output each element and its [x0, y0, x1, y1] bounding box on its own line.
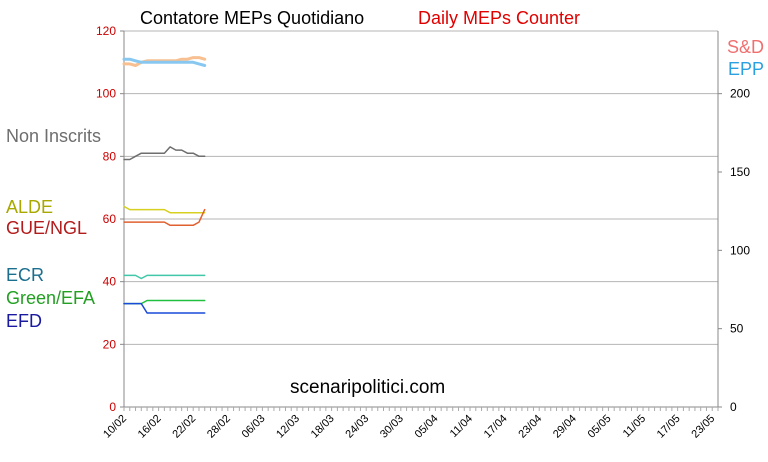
- party-label-non-inscrits: Non Inscrits: [6, 126, 101, 146]
- left-axis-ticks: 0 20 40 60 80 100 120: [96, 24, 116, 414]
- right-tick-label: 150: [730, 165, 750, 179]
- axes: [120, 30, 722, 411]
- right-tick-label: 200: [730, 87, 750, 101]
- party-label-epp: EPP: [728, 59, 764, 79]
- x-tick-label: 16/02: [136, 413, 164, 441]
- party-label-alde: ALDE: [6, 197, 53, 217]
- x-tick-label: 10/02: [101, 413, 129, 441]
- x-tick-label: 28/02: [205, 413, 233, 441]
- x-tick-label: 11/04: [448, 413, 475, 440]
- gridlines: [124, 30, 718, 345]
- x-tick-label: 05/04: [413, 413, 441, 441]
- party-label-s-d: S&D: [727, 37, 764, 57]
- series-line-gue-ngl: [123, 208, 206, 227]
- x-tick-label: 12/03: [274, 413, 302, 441]
- x-tick-label: 29/04: [551, 413, 579, 441]
- right-tick-label: 50: [730, 322, 744, 336]
- series-lines: [122, 56, 207, 314]
- left-tick-label: 60: [103, 212, 117, 226]
- x-tick-label: 23/04: [516, 413, 544, 441]
- right-tick-label: 100: [730, 243, 750, 257]
- left-tick-label: 40: [103, 275, 117, 289]
- x-tick-label: 06/03: [240, 413, 268, 441]
- chart-title-italian: Contatore MEPs Quotidiano: [140, 8, 364, 28]
- x-tick-label: 30/03: [378, 413, 406, 441]
- x-tick-label: 17/04: [482, 413, 510, 441]
- x-tick-label: 23/05: [689, 413, 717, 441]
- right-axis-ticks: 0 50 100 150 200: [730, 87, 750, 414]
- watermark: scenaripolitici.com: [290, 377, 445, 398]
- x-tick-label: 17/05: [655, 413, 683, 441]
- left-tick-label: 0: [109, 400, 116, 414]
- right-tick-label: 0: [730, 400, 737, 414]
- x-tick-label: 18/03: [309, 413, 337, 441]
- series-line-non-inscrits: [123, 146, 206, 161]
- left-tick-label: 20: [103, 337, 117, 351]
- left-tick-label: 120: [96, 24, 116, 38]
- series-line-ecr: [123, 274, 206, 280]
- x-tick-label: 22/02: [170, 413, 198, 441]
- party-label-green-efa: Green/EFA: [6, 288, 95, 308]
- x-tick-label: 24/03: [343, 413, 371, 441]
- x-axis-ticks: 10/02 16/02 22/02 28/02 06/03 12/03 18/03 24/03…: [101, 413, 717, 441]
- left-tick-label: 100: [96, 87, 116, 101]
- series-line-epp: [122, 57, 207, 67]
- x-tick-label: 05/05: [586, 413, 614, 441]
- x-tick-label: 11/05: [621, 413, 648, 440]
- chart-title-english: Daily MEPs Counter: [418, 8, 580, 28]
- series-line-efd: [123, 302, 206, 314]
- left-tick-label: 80: [103, 149, 117, 163]
- party-label-gue-ngl: GUE/NGL: [6, 218, 87, 238]
- series-line-alde: [123, 205, 206, 214]
- party-label-ecr: ECR: [6, 265, 44, 285]
- party-label-efd: EFD: [6, 311, 42, 331]
